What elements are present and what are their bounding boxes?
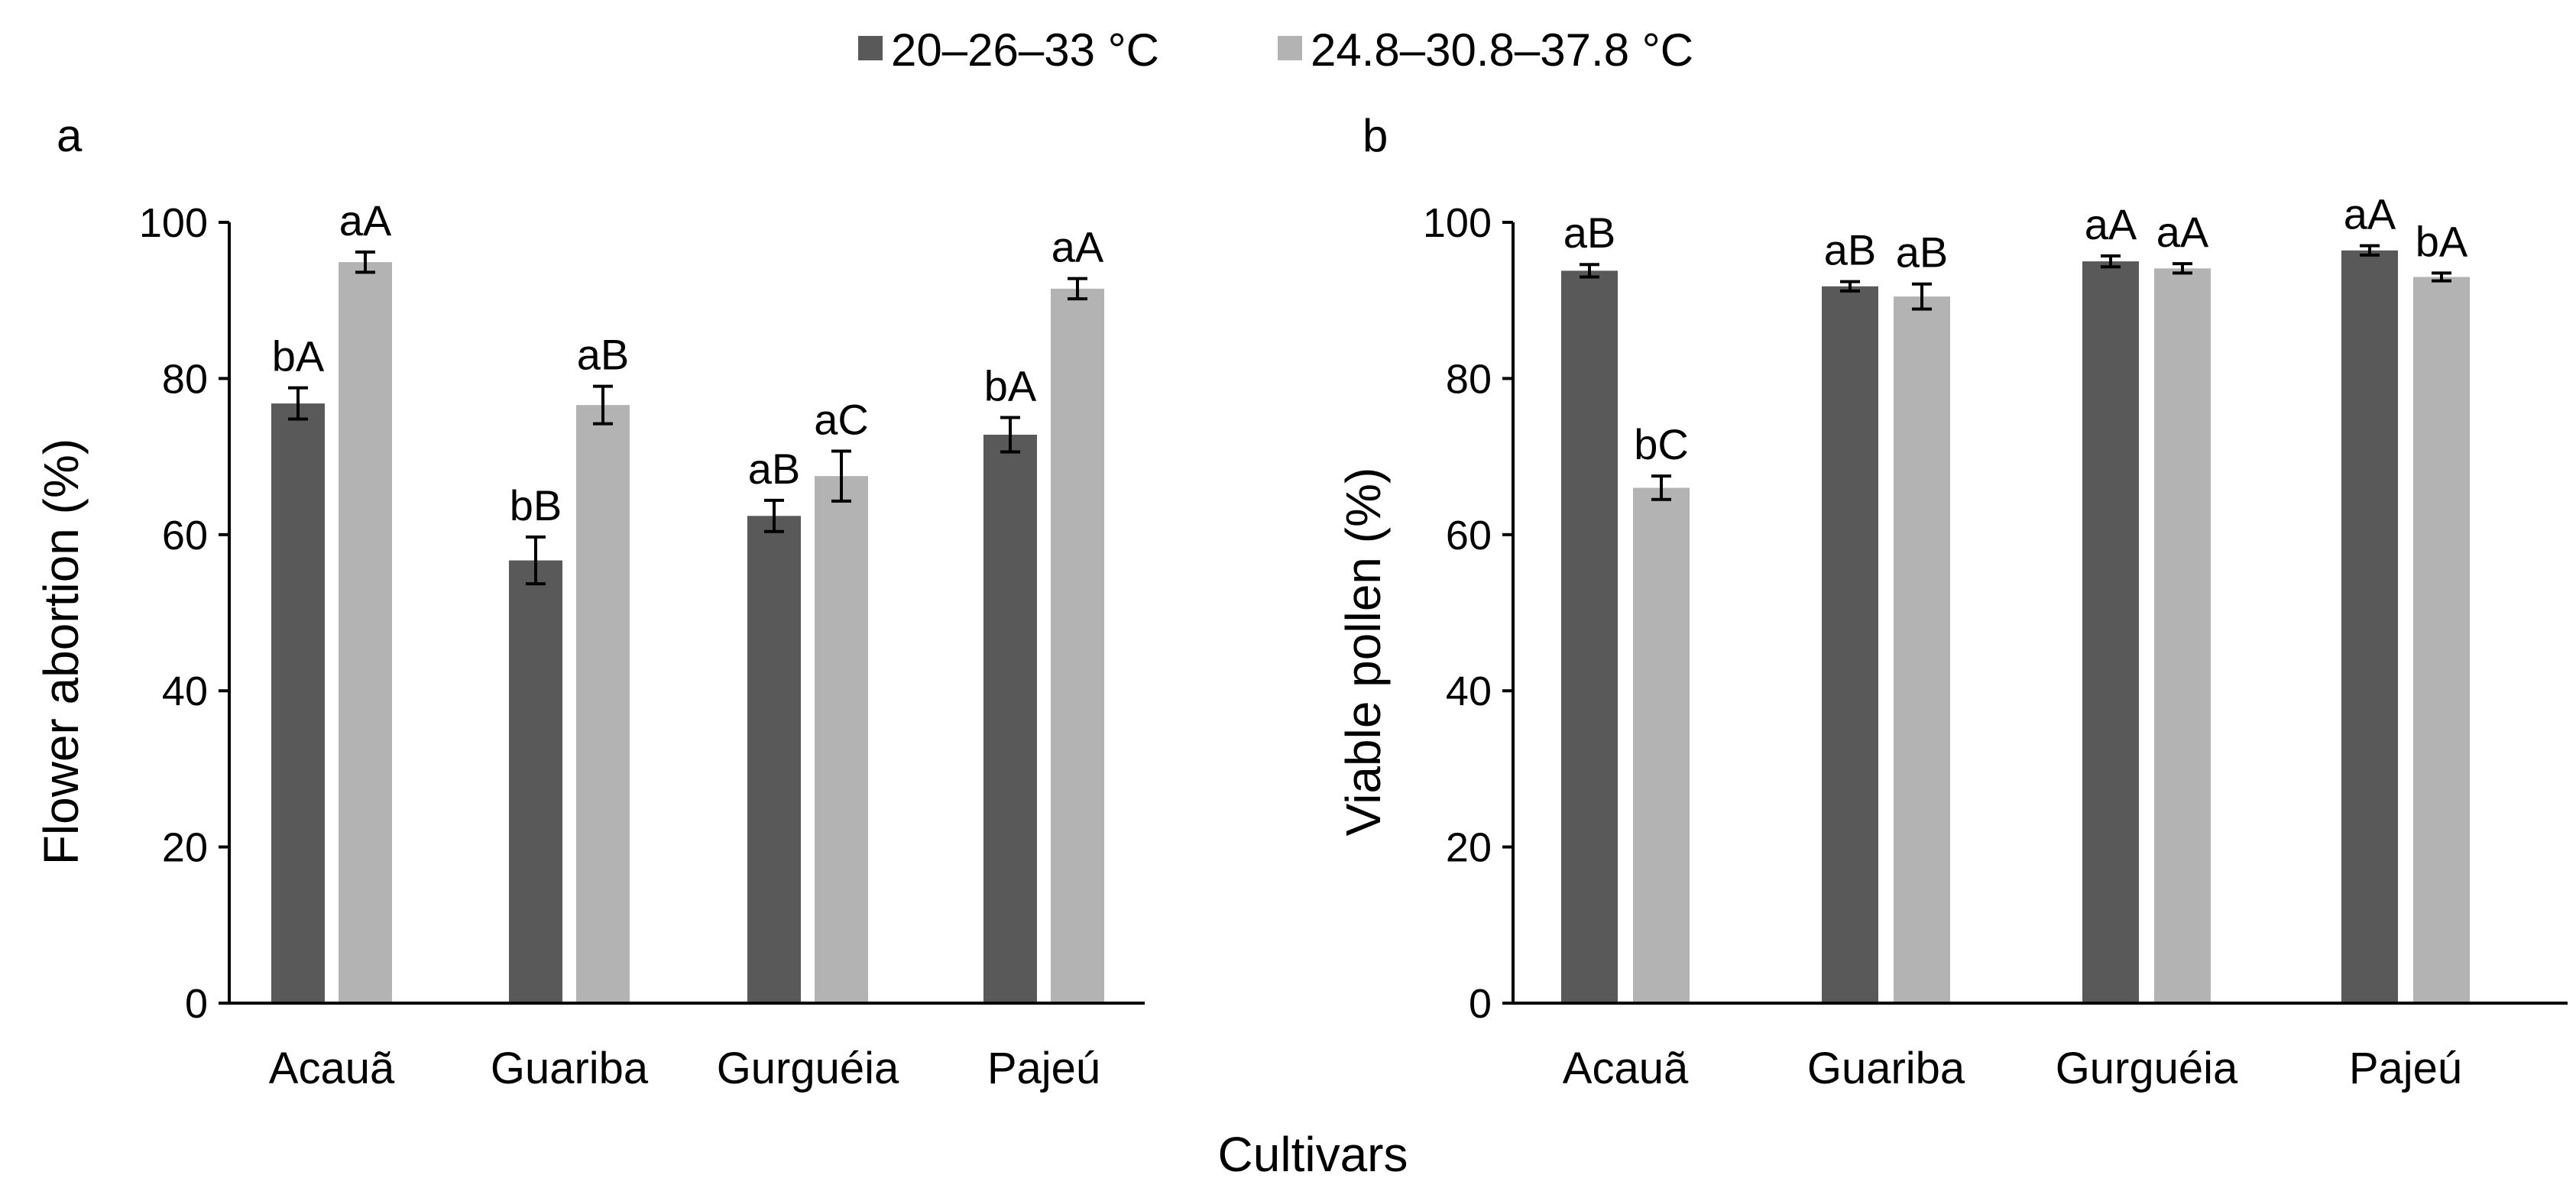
panel-b-y-tick-label: 80: [1446, 356, 1492, 402]
panel-a-category-label: Pajeú: [987, 1044, 1100, 1093]
panel-b-significance-label: bC: [1634, 420, 1689, 468]
panel-b-bar-series-1-pajeú: [2341, 250, 2398, 1003]
panel-a-error-bar: [1068, 277, 1087, 301]
panel-a-significance-label: bA: [272, 332, 325, 380]
panel-a-error-bar: [526, 535, 546, 586]
panel-b-error-bar: [2360, 244, 2380, 257]
panel-a-bar-series-2-gurguéia: [815, 476, 868, 1003]
panel-b-significance-label: aA: [2344, 190, 2396, 238]
panel-a-bar-series-1-guariba: [509, 560, 562, 1003]
panel-a-y-tick-label: 20: [162, 825, 208, 871]
x-axis-label: Cultivars: [1218, 1127, 1408, 1182]
panel-b-significance-label: aA: [2156, 208, 2209, 256]
panel-b-significance-label: aB: [1824, 226, 1877, 274]
panel-a-bar-series-1-pajeú: [983, 434, 1037, 1003]
panel-b-bar-series-2-guariba: [1894, 296, 1950, 1004]
panel-a-y-tick-label: 80: [162, 356, 208, 402]
panel-a-significance-label: bB: [510, 481, 562, 529]
legend-swatch-series-1: [858, 36, 883, 60]
panel-b-category-label: Gurguéia: [2056, 1044, 2238, 1093]
panel-b-bar-series-1-acauã: [1561, 270, 1618, 1003]
panel-a-bar-series-1-gurguéia: [747, 516, 801, 1003]
panel-a-error-bar: [764, 498, 784, 533]
panel-b-significance-label: bA: [2416, 217, 2468, 265]
panel-b-bar-series-2-acauã: [1633, 487, 1690, 1003]
panel-a-bar-series-1-acauã: [271, 403, 325, 1003]
panel-a-significance-label: aB: [577, 331, 630, 379]
panel-b-category-label: Pajeú: [2349, 1044, 2462, 1093]
panel-b-significance-label: aB: [1563, 209, 1616, 257]
panel-a-category-label: Acauã: [269, 1044, 395, 1093]
panel-a-error-bar: [355, 250, 375, 274]
panel-b-error-bar: [1651, 474, 1671, 501]
panel-a-y-tick-label: 40: [162, 668, 208, 714]
legend: 20–26–33 °C 24.8–30.8–37.8 °C: [858, 24, 1693, 76]
legend-label-series-1: 20–26–33 °C: [891, 24, 1159, 76]
panel-b-error-bar: [1580, 263, 1599, 279]
panel-b-significance-label: aA: [2085, 200, 2137, 248]
panel-b-label: b: [1363, 110, 1388, 161]
panel-a-significance-label: aA: [339, 196, 392, 244]
panel-b-bar-series-1-gurguéia: [2082, 261, 2139, 1004]
panel-a-bar-series-2-pajeú: [1051, 288, 1104, 1003]
panel-a-error-bar: [1000, 416, 1020, 454]
panel-a-bar-series-2-acauã: [339, 262, 392, 1003]
panel-b-error-bar: [1912, 282, 1932, 311]
panel-a-y-tick-label: 100: [139, 200, 208, 246]
panel-a-error-bar: [288, 386, 308, 421]
panel-a-category-label: Guariba: [491, 1044, 649, 1093]
panel-a-category-label: Gurguéia: [717, 1044, 899, 1093]
panel-b-y-axis-label: Viable pollen (%): [1336, 468, 1391, 837]
panel-b-bar-series-2-pajeú: [2413, 277, 2470, 1003]
panel-a-significance-label: aA: [1051, 223, 1104, 271]
panel-b-y-tick-label: 60: [1446, 513, 1492, 558]
panel-b-error-bar: [2101, 254, 2121, 269]
panel-b-bar-series-1-guariba: [1822, 286, 1878, 1004]
legend-label-series-2: 24.8–30.8–37.8 °C: [1311, 24, 1693, 76]
panel-a-significance-label: aC: [814, 395, 869, 443]
panel-a-y-tick-label: 60: [162, 513, 208, 558]
panel-b-y-tick-label: 100: [1423, 200, 1492, 246]
panel-b: b Viable pollen (%) 0 20 40 60 80 100 aB aB aA aA…: [1336, 110, 2568, 1093]
panel-b-error-bar: [2173, 262, 2192, 275]
panel-a-bar-series-2-guariba: [576, 405, 630, 1003]
panel-a: a Flower abortion (%) 0 20 40 60 80 100 bA bB aB…: [34, 110, 1145, 1093]
panel-b-y-tick-label: 0: [1469, 981, 1492, 1027]
panel-b-plot-area: 0 20 40 60 80 100 aB aB aA aA bC aB aA bA Acauã Guariba…: [1423, 190, 2568, 1093]
panel-a-error-bar: [593, 384, 613, 426]
panel-b-error-bar: [1840, 280, 1860, 293]
panel-b-y-tick-label: 40: [1446, 668, 1492, 714]
panel-b-significance-label: aB: [1896, 228, 1949, 277]
panel-b-y-tick-label: 20: [1446, 825, 1492, 871]
legend-swatch-series-2: [1278, 36, 1302, 60]
panel-a-y-tick-label: 0: [185, 981, 208, 1027]
panel-a-label: a: [57, 110, 83, 161]
panel-a-error-bar: [831, 449, 851, 503]
panel-b-category-label: Acauã: [1563, 1044, 1689, 1093]
panel-a-significance-label: aB: [748, 445, 801, 493]
panel-b-category-label: Guariba: [1807, 1044, 1965, 1093]
panel-a-plot-area: 0 20 40 60 80 100 bA bB aB bA aA aB aC aA Acauã Guariba…: [139, 196, 1145, 1093]
panel-b-bar-series-2-gurguéia: [2154, 268, 2211, 1004]
panel-a-significance-label: bA: [984, 362, 1037, 410]
panel-a-y-axis-label: Flower abortion (%): [34, 439, 89, 865]
panel-b-error-bar: [2432, 271, 2451, 283]
